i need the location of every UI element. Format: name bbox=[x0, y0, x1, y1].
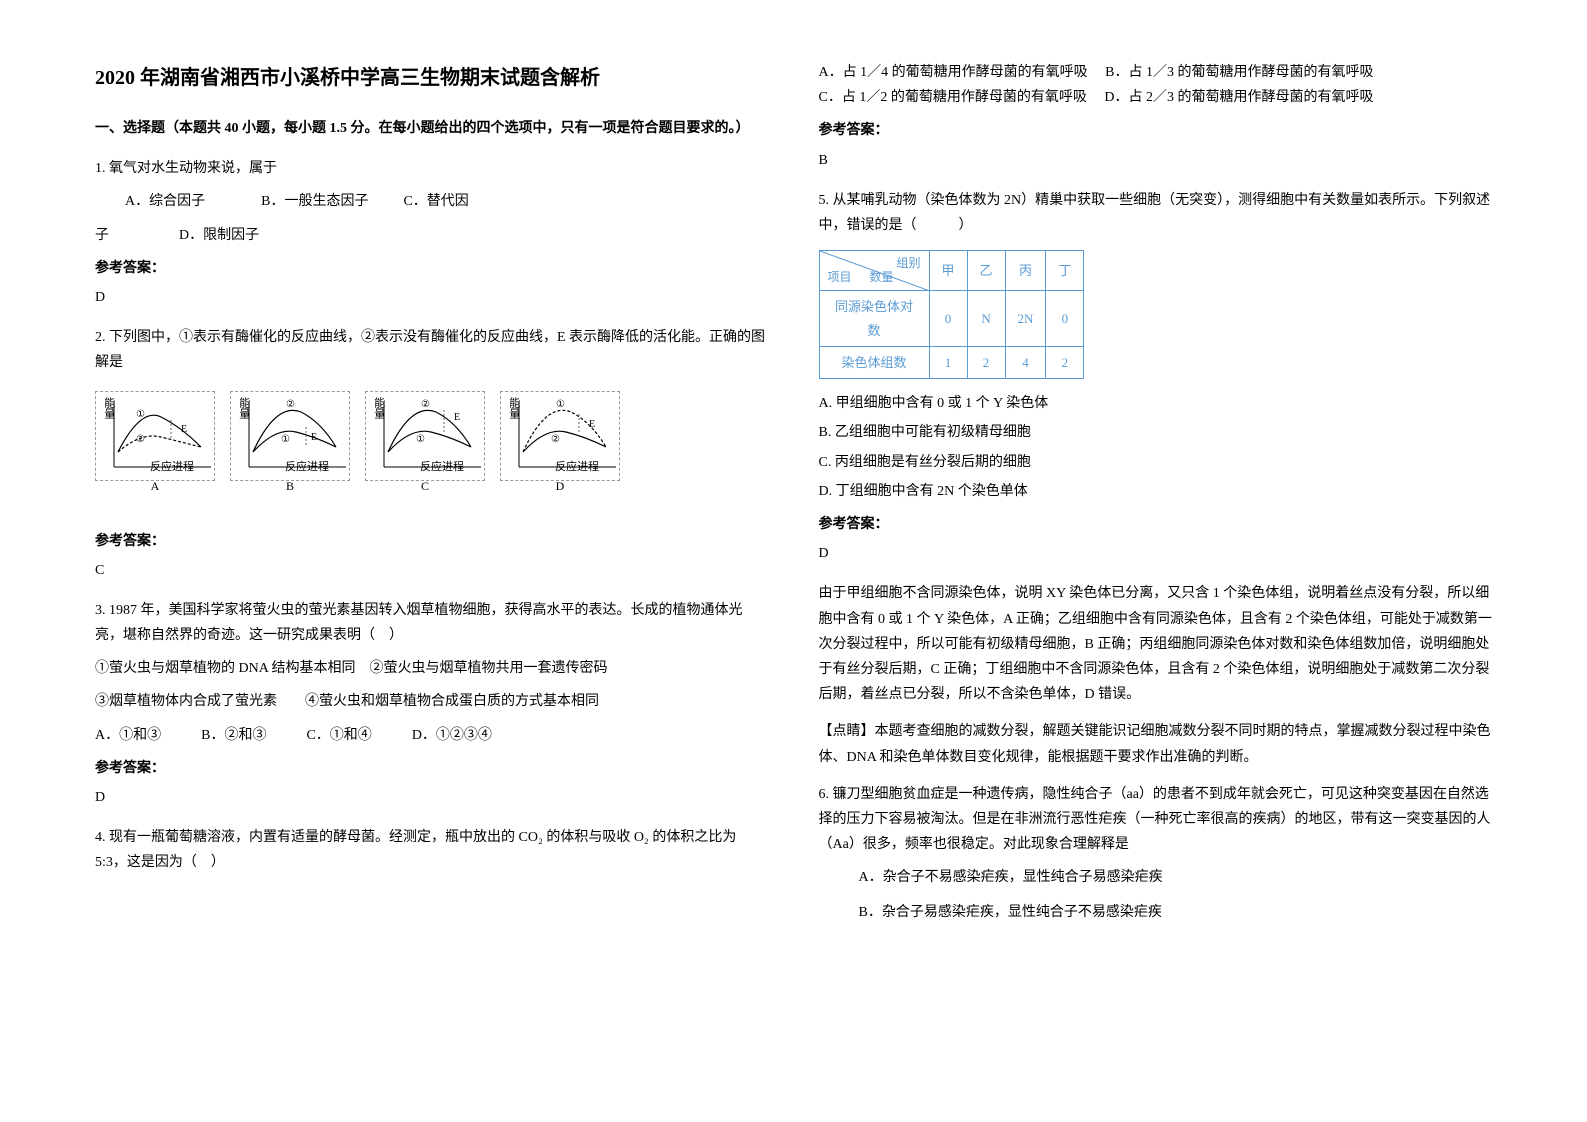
q2-text: 2. 下列图中，①表示有酶催化的反应曲线，②表示没有酶催化的反应曲线，E 表示酶… bbox=[95, 325, 769, 375]
q4-optA: A．占 1／4 的葡萄糖用作酵母菌的有氧呼吸 bbox=[819, 65, 1088, 80]
q5-text: 5. 从某哺乳动物（染色体数为 2N）精巢中获取一些细胞（无突变），测得细胞中有… bbox=[819, 188, 1493, 238]
question-3: 3. 1987 年，美国科学家将萤火虫的萤光素基因转入烟草植物细胞，获得高水平的… bbox=[95, 598, 769, 810]
axis-x-C: 反应进程 bbox=[420, 458, 464, 478]
r2c0: 1 bbox=[929, 346, 967, 378]
q5-table: 组别 项目 数量 甲 乙 丙 丁 同源染色体对数 0 N 2N 0 染色体组数 bbox=[819, 250, 1085, 379]
q6-optB: B．杂合子易感染疟疾，显性纯合子不易感染疟疾 bbox=[859, 900, 1493, 925]
q3-optD: D．①②③④ bbox=[412, 723, 492, 748]
r1c1: N bbox=[967, 291, 1005, 347]
left-column: 2020 年湖南省湘西市小溪桥中学高三生物期末试题含解析 一、选择题（本题共 4… bbox=[70, 60, 794, 1062]
q5-optC: C. 丙组细胞是有丝分裂后期的细胞 bbox=[819, 450, 1493, 475]
q5-optA: A. 甲组细胞中含有 0 或 1 个 Y 染色体 bbox=[819, 391, 1493, 416]
diagram-D: 能量 ① ② E 反应进程 D bbox=[500, 391, 620, 481]
q3-stmt2: ③烟草植物体内合成了萤光素 ④萤火虫和烟草植物合成蛋白质的方式基本相同 bbox=[95, 689, 769, 714]
svg-text:②: ② bbox=[286, 399, 295, 410]
section-header: 一、选择题（本题共 40 小题，每小题 1.5 分。在每小题给出的四个选项中，只… bbox=[95, 116, 769, 141]
svg-text:②: ② bbox=[551, 434, 560, 445]
svg-text:①: ① bbox=[556, 399, 565, 410]
svg-text:①: ① bbox=[136, 409, 145, 420]
svg-text:①: ① bbox=[416, 434, 425, 445]
q5-point: 【点睛】本题考查细胞的减数分裂，解题关键能识记细胞减数分裂不同时期的特点，掌握减… bbox=[819, 719, 1493, 769]
diagram-label-D: D bbox=[556, 476, 565, 498]
question-5: 5. 从某哺乳动物（染色体数为 2N）精巢中获取一些细胞（无突变），测得细胞中有… bbox=[819, 188, 1493, 770]
q3-optC: C．①和④ bbox=[306, 723, 371, 748]
q3-answer: D bbox=[95, 785, 769, 810]
question-6: 6. 镰刀型细胞贫血症是一种遗传病，隐性纯合子（aa）的患者不到成年就会死亡，可… bbox=[819, 782, 1493, 926]
q1-text: 1. 氧气对水生动物来说，属于 bbox=[95, 156, 769, 181]
q5-optD: D. 丁组细胞中含有 2N 个染色单体 bbox=[819, 479, 1493, 504]
col-0: 甲 bbox=[929, 251, 967, 291]
q1-answer: D bbox=[95, 285, 769, 310]
q1-optA: A．综合因子 bbox=[125, 194, 205, 209]
r2c2: 4 bbox=[1005, 346, 1046, 378]
q1-optC-cont: 子 bbox=[95, 228, 109, 243]
q3-text: 3. 1987 年，美国科学家将萤火虫的萤光素基因转入烟草植物细胞，获得高水平的… bbox=[95, 598, 769, 648]
diag-bottom: 项目 数量 bbox=[828, 267, 894, 289]
row2-label: 染色体组数 bbox=[819, 346, 929, 378]
q3-stmt1: ①萤火虫与烟草植物的 DNA 结构基本相同 ②萤火虫与烟草植物共用一套遗传密码 bbox=[95, 656, 769, 681]
q3-options: A．①和③ B．②和③ C．①和④ D．①②③④ bbox=[95, 723, 769, 748]
q2-answer: C bbox=[95, 558, 769, 583]
r2c1: 2 bbox=[967, 346, 1005, 378]
col-3: 丁 bbox=[1046, 251, 1084, 291]
svg-text:E: E bbox=[454, 412, 460, 423]
svg-text:②: ② bbox=[136, 434, 145, 445]
question-2: 2. 下列图中，①表示有酶催化的反应曲线，②表示没有酶催化的反应曲线，E 表示酶… bbox=[95, 325, 769, 583]
q1-optB: B．一般生态因子 bbox=[261, 194, 368, 209]
col-1: 乙 bbox=[967, 251, 1005, 291]
svg-text:E: E bbox=[311, 432, 317, 443]
table-diag-cell: 组别 项目 数量 bbox=[819, 251, 929, 291]
q1-optC: C．替代因 bbox=[403, 194, 468, 209]
diag-top: 组别 bbox=[896, 253, 920, 275]
right-column: A．占 1／4 的葡萄糖用作酵母菌的有氧呼吸 B．占 1／3 的葡萄糖用作酵母菌… bbox=[794, 60, 1518, 1062]
svg-text:②: ② bbox=[421, 399, 430, 410]
q2-diagrams: 能量 ① ② E 反应进程 A 能量 bbox=[95, 391, 769, 481]
col-2: 丙 bbox=[1005, 251, 1046, 291]
q2-answer-label: 参考答案： bbox=[95, 529, 769, 554]
q4-optD: D．占 2／3 的葡萄糖用作酵母菌的有氧呼吸 bbox=[1104, 90, 1373, 105]
axis-x-A: 反应进程 bbox=[150, 458, 194, 478]
q5-explanation: 由于甲组细胞不含同源染色体，说明 XY 染色体已分离，又只含 1 个染色体组，说… bbox=[819, 581, 1493, 707]
q4-answer: B bbox=[819, 148, 1493, 173]
q4-optB: B．占 1／3 的葡萄糖用作酵母菌的有氧呼吸 bbox=[1105, 65, 1373, 80]
axis-x-D: 反应进程 bbox=[555, 458, 599, 478]
q1-opt-cont: 子 D．限制因子 bbox=[95, 223, 769, 248]
diagram-label-B: B bbox=[286, 476, 294, 498]
r2c3: 2 bbox=[1046, 346, 1084, 378]
svg-text:①: ① bbox=[281, 434, 290, 445]
diagram-label-C: C bbox=[421, 476, 429, 498]
q5-answer-label: 参考答案： bbox=[819, 512, 1493, 537]
r1c2: 2N bbox=[1005, 291, 1046, 347]
q3-optB: B．②和③ bbox=[201, 723, 266, 748]
q4-text: 4. 现有一瓶葡萄糖溶液，内置有适量的酵母菌。经测定，瓶中放出的 CO₂ 的体积… bbox=[95, 825, 769, 875]
q5-optB: B. 乙组细胞中可能有初级精母细胞 bbox=[819, 420, 1493, 445]
q6-text: 6. 镰刀型细胞贫血症是一种遗传病，隐性纯合子（aa）的患者不到成年就会死亡，可… bbox=[819, 782, 1493, 858]
q5-answer: D bbox=[819, 541, 1493, 566]
q4-options-row2: C．占 1／2 的葡萄糖用作酵母菌的有氧呼吸 D．占 2／3 的葡萄糖用作酵母菌… bbox=[819, 85, 1493, 110]
page-title: 2020 年湖南省湘西市小溪桥中学高三生物期末试题含解析 bbox=[95, 60, 769, 96]
axis-x-B: 反应进程 bbox=[285, 458, 329, 478]
q3-optA: A．①和③ bbox=[95, 723, 161, 748]
q4-answer-label: 参考答案： bbox=[819, 118, 1493, 143]
r1c3: 0 bbox=[1046, 291, 1084, 347]
svg-text:E: E bbox=[589, 419, 595, 430]
diagram-A: 能量 ① ② E 反应进程 A bbox=[95, 391, 215, 481]
question-1: 1. 氧气对水生动物来说，属于 A．综合因子 B．一般生态因子 C．替代因 子 … bbox=[95, 156, 769, 310]
diagram-label-A: A bbox=[151, 476, 160, 498]
q6-optA: A．杂合子不易感染疟疾，显性纯合子易感染疟疾 bbox=[859, 865, 1493, 890]
diagram-B: 能量 ② ① E 反应进程 B bbox=[230, 391, 350, 481]
diagram-C: 能量 ② ① E 反应进程 C bbox=[365, 391, 485, 481]
row1-label: 同源染色体对数 bbox=[819, 291, 929, 347]
question-4-cont: A．占 1／4 的葡萄糖用作酵母菌的有氧呼吸 B．占 1／3 的葡萄糖用作酵母菌… bbox=[819, 60, 1493, 173]
q3-answer-label: 参考答案： bbox=[95, 756, 769, 781]
q5-options: A. 甲组细胞中含有 0 或 1 个 Y 染色体 B. 乙组细胞中可能有初级精母… bbox=[819, 391, 1493, 504]
q4-optC: C．占 1／2 的葡萄糖用作酵母菌的有氧呼吸 bbox=[819, 90, 1087, 105]
q4-options-row1: A．占 1／4 的葡萄糖用作酵母菌的有氧呼吸 B．占 1／3 的葡萄糖用作酵母菌… bbox=[819, 60, 1493, 85]
svg-text:E: E bbox=[181, 424, 187, 435]
q1-optD: D．限制因子 bbox=[179, 228, 259, 243]
question-4: 4. 现有一瓶葡萄糖溶液，内置有适量的酵母菌。经测定，瓶中放出的 CO₂ 的体积… bbox=[95, 825, 769, 875]
r1c0: 0 bbox=[929, 291, 967, 347]
q1-options: A．综合因子 B．一般生态因子 C．替代因 bbox=[125, 189, 769, 214]
q1-answer-label: 参考答案： bbox=[95, 256, 769, 281]
